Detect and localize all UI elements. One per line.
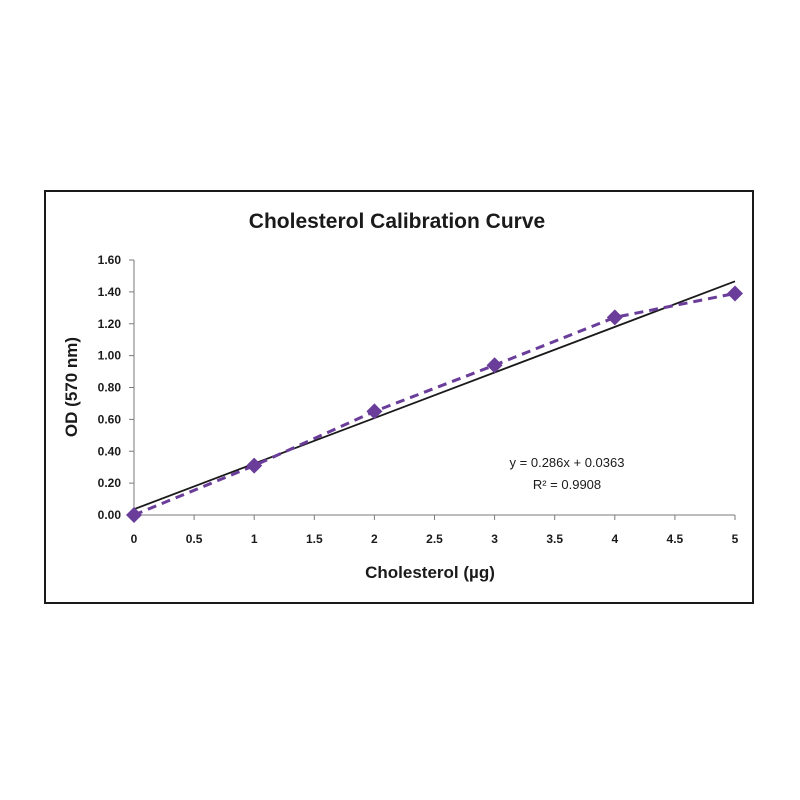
x-tick-label: 0 (131, 532, 138, 546)
data-point-diamond (366, 403, 383, 420)
data-point-diamond (126, 507, 142, 523)
series-dashed-line (133, 291, 736, 517)
trendline-equation: y = 0.286x + 0.0363 (510, 455, 625, 470)
axes (129, 259, 736, 520)
trendline-group (133, 280, 736, 511)
y-tick-label: 1.20 (98, 317, 122, 331)
x-tick-label: 1 (251, 532, 258, 546)
data-point-diamond (606, 309, 623, 326)
y-tick-label: 0.40 (98, 444, 122, 458)
y-tick-labels: 0.00 0.20 0.40 0.60 0.80 1.00 1.20 1.40 1.60 (98, 253, 122, 522)
x-tick-labels: 0 0.5 1 1.5 2 2.5 3 3.5 4 4.5 5 (131, 532, 739, 546)
x-tick-label: 3.5 (546, 532, 563, 546)
x-tick-label: 0.5 (186, 532, 203, 546)
chart-title: Cholesterol Calibration Curve (249, 210, 545, 233)
y-tick-label: 1.60 (98, 253, 122, 267)
x-tick-label: 3 (491, 532, 498, 546)
y-tick-label: 0.80 (98, 381, 122, 395)
y-tick-label: 1.40 (98, 285, 122, 299)
y-tick-label: 0.60 (98, 412, 122, 426)
y-tick-label: 0.00 (98, 508, 122, 522)
x-tick-label: 2 (371, 532, 378, 546)
data-point-diamond (246, 457, 263, 474)
data-point-diamond (727, 285, 743, 302)
trendline (133, 280, 736, 511)
series-group (126, 285, 743, 523)
x-tick-label: 5 (732, 532, 739, 546)
x-axis-label: Cholesterol (µg) (365, 563, 495, 582)
data-point-diamond (486, 357, 503, 374)
chart-frame (44, 190, 754, 604)
x-tick-label: 2.5 (426, 532, 443, 546)
x-tick-label: 4.5 (667, 532, 684, 546)
r-squared-label: R² = 0.9908 (533, 477, 601, 492)
y-tick-label: 1.00 (98, 349, 122, 363)
y-axis-label: OD (570 nm) (62, 337, 81, 437)
x-tick-label: 4 (611, 532, 618, 546)
x-tick-label: 1.5 (306, 532, 323, 546)
y-tick-label: 0.20 (98, 476, 122, 490)
